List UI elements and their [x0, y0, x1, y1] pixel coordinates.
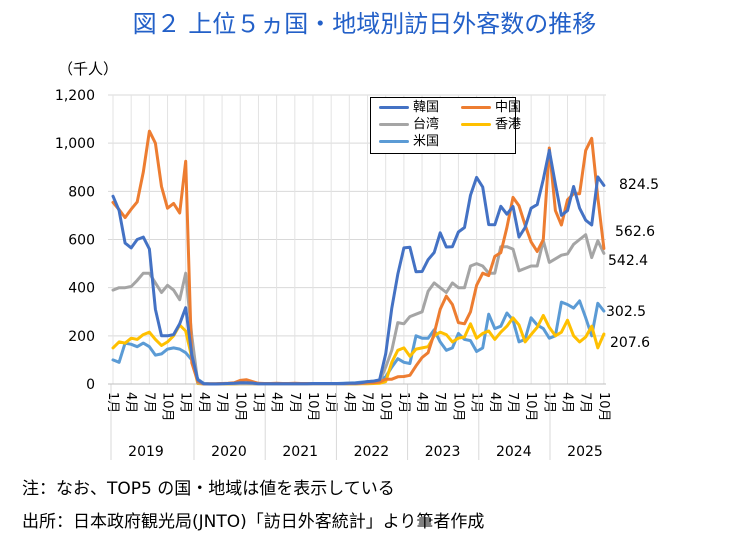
- x-tick-label: 4月: [123, 392, 138, 413]
- x-tick-label: 7月: [432, 392, 447, 413]
- legend-swatch: [379, 123, 409, 126]
- legend-item-usa: 米国: [379, 134, 439, 149]
- source-text: 出所：日本政府観光局(JNTO)「訪日外客統計」より筆者作成: [22, 512, 485, 532]
- y-tick-label: 1,000: [55, 136, 95, 152]
- data-label-usa: 302.5: [606, 304, 646, 320]
- year-label: 2022: [354, 444, 390, 460]
- legend-label: 米国: [413, 134, 440, 149]
- legend-label: 香港: [495, 117, 522, 132]
- x-tick-label: 1月: [541, 392, 556, 413]
- x-tick-label: 10月: [232, 392, 247, 422]
- chart-title: 図２ 上位５ヵ国・地域別訪日外客数の推移: [132, 10, 597, 38]
- legend-item-china: 中国: [461, 100, 521, 115]
- year-label: 2021: [282, 444, 318, 460]
- x-tick-label: 7月: [578, 392, 593, 413]
- year-label: 2025: [567, 444, 603, 460]
- y-tick-label: 600: [68, 233, 95, 249]
- y-tick-label: 200: [68, 329, 95, 345]
- x-tick-label: 7月: [214, 392, 229, 413]
- data-label-korea: 824.5: [619, 177, 659, 193]
- x-tick-label: 4月: [487, 392, 502, 413]
- legend-label: 韓国: [413, 100, 440, 115]
- legend-swatch: [461, 123, 491, 126]
- year-label: 2024: [496, 444, 532, 460]
- x-tick-label: 10月: [378, 392, 393, 422]
- x-tick-label: 7月: [141, 392, 156, 413]
- x-tick-label: 10月: [450, 392, 465, 422]
- data-label-taiwan: 542.4: [608, 253, 648, 269]
- legend-item-korea: 韓国: [379, 100, 439, 115]
- y-tick-label: 800: [68, 184, 95, 200]
- data-label-china: 562.6: [615, 224, 655, 240]
- chart-legend: 韓国 中国 台湾 香港 米国: [370, 97, 521, 154]
- legend-swatch: [379, 140, 409, 143]
- x-tick-label: 1月: [250, 392, 265, 413]
- legend-item-hongkong: 香港: [461, 117, 521, 132]
- note-text: 注：なお、TOP5 の国・地域は値を表示している: [22, 479, 395, 499]
- x-tick-label: 1月: [396, 392, 411, 413]
- x-tick-label: 4月: [414, 392, 429, 413]
- x-tick-label: 1月: [469, 392, 484, 413]
- y-axis-unit-label: （千人）: [58, 60, 119, 78]
- y-tick-label: 400: [68, 281, 95, 297]
- x-tick-label: 10月: [160, 392, 175, 422]
- legend-swatch: [461, 106, 491, 109]
- x-tick-label: 4月: [196, 392, 211, 413]
- x-tick-label: 1月: [105, 392, 120, 413]
- series-line-china: [111, 129, 606, 386]
- x-tick-label: 4月: [341, 392, 356, 413]
- x-tick-label: 1月: [323, 392, 338, 413]
- year-label: 2023: [425, 444, 461, 460]
- series-line-korea: [111, 148, 606, 386]
- year-label: 2020: [211, 444, 247, 460]
- year-label: 2019: [128, 444, 164, 460]
- x-tick-label: 4月: [560, 392, 575, 413]
- legend-label: 中国: [495, 100, 522, 115]
- data-label-hongkong: 207.6: [610, 335, 650, 351]
- x-tick-label: 10月: [596, 392, 611, 422]
- x-tick-label: 10月: [305, 392, 320, 422]
- y-tick-label: 1,200: [55, 88, 95, 104]
- x-tick-label: 10月: [523, 392, 538, 422]
- x-tick-label: 1月: [178, 392, 193, 413]
- x-tick-label: 7月: [287, 392, 302, 413]
- x-tick-label: 7月: [505, 392, 520, 413]
- legend-item-taiwan: 台湾: [379, 117, 439, 132]
- y-tick-label: 0: [86, 377, 95, 393]
- legend-label: 台湾: [413, 117, 440, 132]
- legend-swatch: [379, 106, 409, 109]
- x-tick-label: 7月: [360, 392, 375, 413]
- x-tick-label: 4月: [269, 392, 284, 413]
